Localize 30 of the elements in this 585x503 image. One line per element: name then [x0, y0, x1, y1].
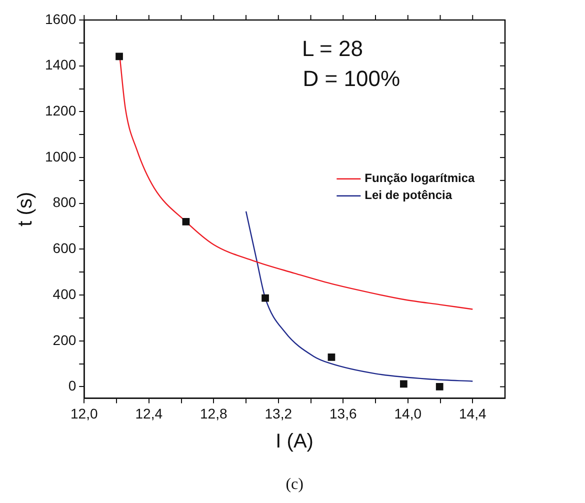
point [328, 353, 336, 361]
x-tick-label: 12,0 [70, 405, 98, 422]
text: (c) [286, 476, 304, 494]
y-tick-label: 1600 [44, 10, 76, 27]
y-tick-label: 600 [52, 240, 76, 256]
point [400, 380, 408, 388]
line-series [245, 210, 474, 382]
point [182, 218, 190, 226]
y-tick-label: 200 [52, 332, 76, 348]
legend-label: Função logarítmica [364, 171, 476, 186]
x-tick-label: 13,6 [330, 405, 357, 422]
x-tick-label: 14,0 [394, 405, 422, 422]
point [116, 52, 123, 60]
x-tick-label: 12,4 [135, 405, 163, 422]
x-tick-label: 13,2 [264, 405, 292, 422]
y-tick-label: 0 [68, 378, 76, 394]
annotation: L = 28 [302, 36, 363, 62]
point [262, 294, 269, 302]
y-tick-label: 1400 [44, 56, 76, 73]
y-tick-label: 400 [52, 286, 76, 302]
point [436, 383, 444, 390]
y-axis-title: t (s) [14, 192, 37, 226]
x-tick-label: 14,4 [459, 405, 486, 422]
x-axis-title: I (A) [276, 430, 314, 453]
y-tick-label: 800 [52, 194, 76, 210]
x-tick-label: 12,8 [200, 405, 228, 422]
legend-label: Lei de potência [364, 188, 452, 202]
y-tick-label: 1200 [44, 102, 76, 119]
y-tick-label: 1000 [44, 148, 76, 164]
annotation: D = 100% [302, 66, 400, 92]
